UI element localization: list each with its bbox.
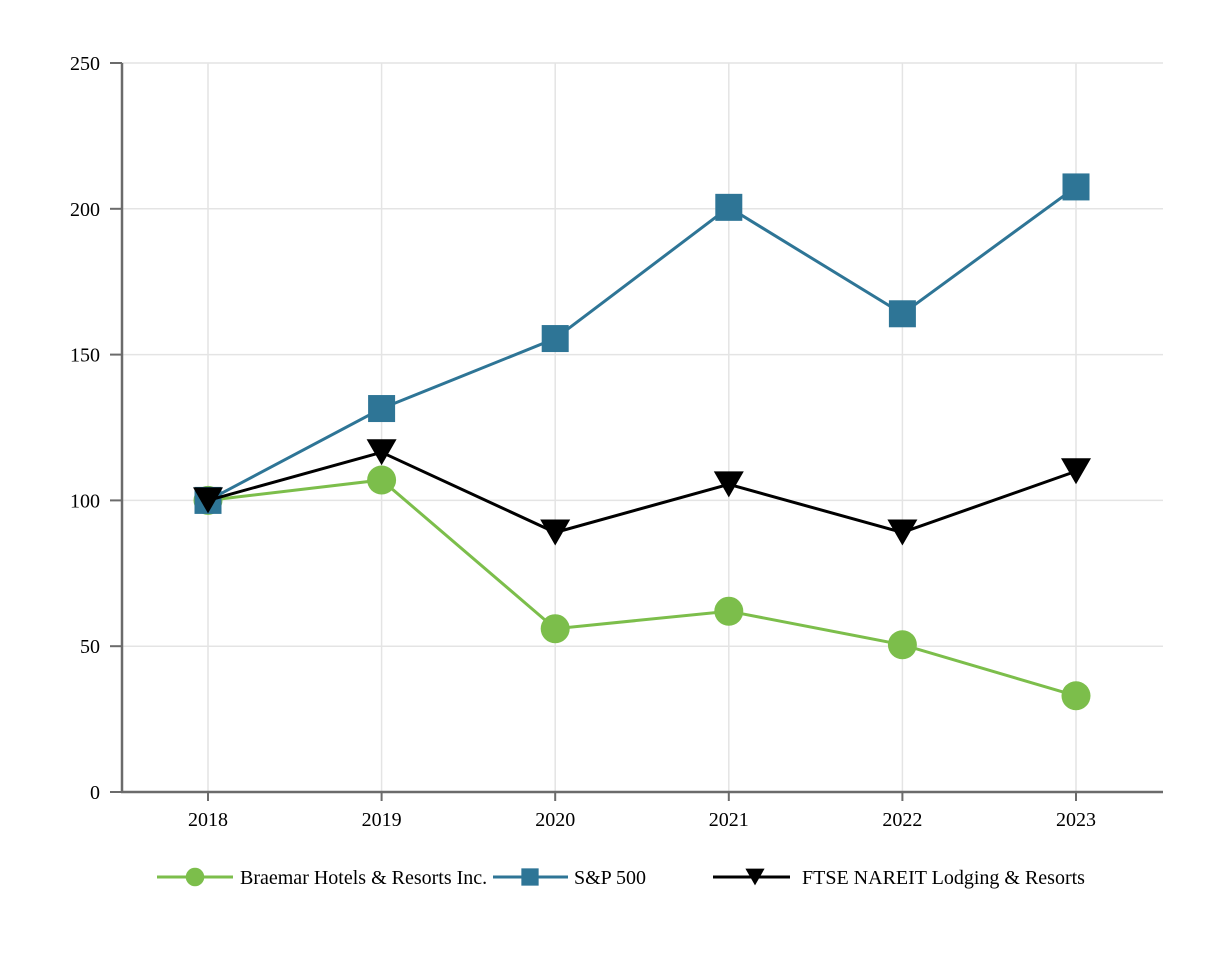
legend-label: FTSE NAREIT Lodging & Resorts — [802, 867, 1085, 889]
series-line — [207, 185, 1077, 502]
x-tick-label: 2019 — [362, 809, 402, 831]
legend-item-braemar-hotels-resorts-inc: Braemar Hotels & Resorts Inc. — [157, 867, 487, 889]
data-point-marker — [1061, 681, 1091, 711]
y-axis: 0 50 100 150 200 250 — [70, 53, 122, 804]
x-tick-label: 2023 — [1056, 809, 1096, 831]
data-point-marker — [541, 325, 569, 353]
legend-square-icon — [521, 868, 539, 886]
data-point-marker — [715, 193, 743, 221]
legend: Braemar Hotels & Resorts Inc. S&P 500 FTSE… — [157, 867, 1085, 889]
data-point-marker — [366, 439, 397, 466]
x-tick-label: 2018 — [188, 809, 228, 831]
legend-label: S&P 500 — [574, 867, 646, 889]
gridlines — [122, 62, 1163, 792]
series-braemar-hotels-resorts-inc — [193, 465, 1091, 711]
x-tick-label: 2020 — [535, 809, 575, 831]
x-axis: 2018 2019 2020 2021 2022 2023 — [188, 792, 1096, 831]
data-point-marker — [713, 471, 744, 498]
data-point-marker — [887, 630, 917, 660]
data-point-marker — [540, 519, 571, 546]
y-tick-label: 100 — [70, 490, 100, 512]
legend-triangle-down-icon — [745, 868, 765, 886]
data-point-marker — [540, 614, 570, 644]
series-line — [207, 450, 1077, 535]
data-point-marker — [193, 487, 223, 514]
legend-item-s-p-500: S&P 500 — [493, 867, 646, 889]
series-s-p-500 — [194, 173, 1090, 514]
data-point-marker — [888, 300, 916, 328]
data-point-marker — [368, 395, 396, 423]
y-tick-label: 250 — [70, 53, 100, 75]
data-point-marker — [367, 465, 397, 495]
legend-circle-icon — [185, 867, 205, 887]
data-point-marker — [714, 596, 744, 626]
x-tick-label: 2022 — [882, 809, 922, 831]
series-ftse-nareit-lodging-resorts — [193, 439, 1091, 546]
data-point-marker — [887, 519, 918, 546]
series-line — [207, 478, 1077, 698]
data-point-marker — [1062, 173, 1090, 201]
y-tick-label: 150 — [70, 345, 100, 367]
y-tick-label: 0 — [90, 782, 100, 804]
legend-item-ftse-nareit-lodging-resorts: FTSE NAREIT Lodging & Resorts — [713, 867, 1085, 889]
x-tick-label: 2021 — [709, 809, 749, 831]
y-tick-label: 200 — [70, 199, 100, 221]
data-point-marker — [1061, 458, 1091, 485]
legend-label: Braemar Hotels & Resorts Inc. — [240, 867, 487, 889]
y-tick-label: 50 — [80, 636, 100, 658]
